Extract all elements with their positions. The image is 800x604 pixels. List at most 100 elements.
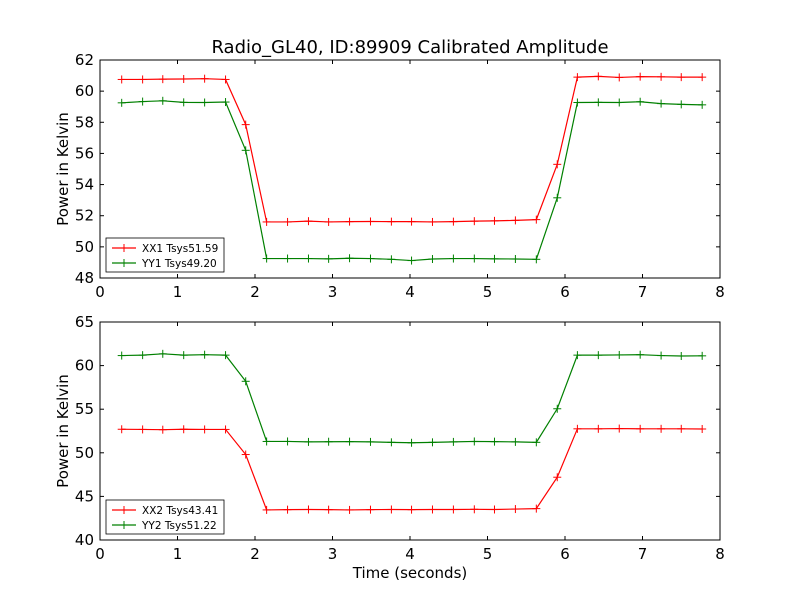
data-point	[698, 73, 707, 82]
data-point	[677, 100, 686, 109]
data-point	[594, 424, 603, 433]
data-point	[657, 424, 666, 433]
data-point	[553, 404, 562, 413]
data-point	[262, 437, 271, 446]
y-axis-label: Power in Kelvin	[54, 374, 72, 488]
data-point	[449, 254, 458, 263]
data-point	[677, 424, 686, 433]
y-tick-label: 54	[75, 176, 94, 194]
data-point	[657, 99, 666, 108]
data-point	[615, 98, 624, 107]
data-point	[304, 217, 313, 226]
data-point	[470, 505, 479, 514]
x-tick-label: 7	[638, 283, 648, 301]
data-point	[138, 425, 147, 434]
legend-label: YY1 Tsys49.20	[141, 258, 217, 270]
data-point	[324, 217, 333, 226]
x-tick-label: 3	[328, 545, 338, 563]
data-point	[345, 217, 354, 226]
data-point	[594, 98, 603, 107]
y-tick-label: 58	[75, 113, 94, 131]
data-point	[179, 351, 188, 360]
legend-item: XX1 Tsys51.59	[112, 243, 218, 255]
y-tick-label: 50	[75, 238, 94, 256]
data-point	[283, 505, 292, 514]
data-point	[449, 505, 458, 514]
data-point	[283, 254, 292, 263]
data-point	[117, 75, 126, 84]
x-tick-label: 5	[483, 545, 493, 563]
data-point	[428, 255, 437, 264]
x-tick-label: 3	[328, 283, 338, 301]
data-point	[158, 96, 167, 105]
data-point	[428, 505, 437, 514]
data-point	[283, 217, 292, 226]
data-point	[304, 505, 313, 514]
data-point	[553, 473, 562, 482]
data-point	[511, 437, 520, 446]
y-axis-label: Power in Kelvin	[54, 112, 72, 226]
data-point	[615, 73, 624, 82]
data-point	[636, 350, 645, 359]
data-point	[117, 351, 126, 360]
y-tick-label: 56	[75, 144, 94, 162]
data-point	[366, 505, 375, 514]
data-point	[324, 254, 333, 263]
data-point	[366, 254, 375, 263]
x-tick-label: 6	[560, 545, 570, 563]
data-point	[594, 72, 603, 81]
x-tick-label: 6	[560, 283, 570, 301]
x-tick-label: 0	[95, 283, 105, 301]
data-point	[262, 217, 271, 226]
data-point	[594, 351, 603, 360]
data-point	[698, 100, 707, 109]
data-point	[324, 437, 333, 446]
data-point	[221, 75, 230, 84]
legend: XX2 Tsys43.41 YY2 Tsys51.22	[105, 499, 225, 535]
data-point	[532, 255, 541, 264]
x-tick-label: 0	[95, 545, 105, 563]
data-point	[138, 97, 147, 106]
data-point	[158, 75, 167, 84]
x-tick-label: 5	[483, 283, 493, 301]
data-point	[387, 217, 396, 226]
data-point	[387, 255, 396, 264]
x-tick-label: 1	[173, 283, 183, 301]
data-point	[428, 438, 437, 447]
x-tick-label: 7	[638, 545, 648, 563]
data-point	[657, 351, 666, 360]
x-axis-label: Time (seconds)	[352, 564, 468, 582]
legend-item: YY1 Tsys49.20	[112, 258, 217, 270]
x-tick-label: 4	[405, 545, 415, 563]
legend: XX1 Tsys51.59 YY1 Tsys49.20	[105, 237, 225, 273]
y-tick-label: 65	[75, 313, 94, 331]
data-point	[241, 146, 250, 155]
x-tick-label: 2	[250, 283, 260, 301]
data-point	[221, 351, 230, 360]
x-tick-label: 4	[405, 283, 415, 301]
y-tick-label: 55	[75, 400, 94, 418]
data-point	[490, 505, 499, 514]
x-tick-label: 2	[250, 545, 260, 563]
data-point	[615, 350, 624, 359]
data-point	[200, 425, 209, 434]
y-tick-label: 50	[75, 444, 94, 462]
legend-box	[105, 499, 225, 535]
data-point	[490, 254, 499, 263]
data-point	[407, 438, 416, 447]
y-tick-label: 60	[75, 82, 94, 100]
data-point	[241, 377, 250, 386]
data-point	[573, 424, 582, 433]
data-point	[407, 217, 416, 226]
data-point	[345, 254, 354, 263]
data-point	[221, 425, 230, 434]
data-point	[490, 216, 499, 225]
data-point	[553, 160, 562, 169]
data-point	[573, 73, 582, 82]
y-tick-label: 40	[75, 531, 94, 549]
data-point	[407, 256, 416, 265]
data-point	[615, 424, 624, 433]
data-point	[158, 349, 167, 358]
